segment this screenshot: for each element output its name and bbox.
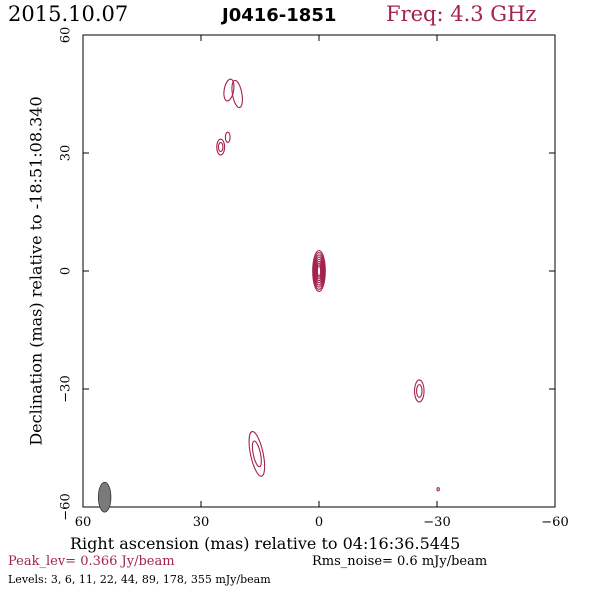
frequency-label: Freq: 4.3 GHz bbox=[386, 2, 537, 26]
contour-north-blob-c bbox=[216, 138, 226, 156]
x-axis-label: Right ascension (mas) relative to 04:16:… bbox=[70, 534, 461, 553]
x-tick-label: 60 bbox=[75, 515, 92, 530]
contour-north-blob-b bbox=[223, 78, 235, 102]
y-tick-label: −60 bbox=[59, 493, 74, 520]
contour-level bbox=[436, 487, 440, 492]
contour-north-blob-d bbox=[224, 131, 231, 143]
rms-noise: Rms_noise= 0.6 mJy/beam bbox=[312, 554, 488, 569]
observation-date: 2015.10.07 bbox=[8, 2, 129, 26]
contour-level bbox=[316, 265, 322, 277]
contour-level bbox=[313, 254, 325, 288]
contour-level bbox=[416, 384, 423, 398]
contour-level bbox=[251, 440, 262, 468]
contour-core bbox=[312, 249, 326, 293]
contour-level bbox=[223, 78, 235, 102]
y-tick-label: 30 bbox=[59, 145, 74, 162]
plot-ticks: 60 30 0 −30 −60 −60 −30 0 30 60 bbox=[59, 27, 569, 530]
y-axis-label: Declination (mas) relative to -18:51:08.… bbox=[26, 96, 46, 446]
y-tick-label: 60 bbox=[59, 27, 74, 44]
x-tick-label: −30 bbox=[423, 515, 450, 530]
x-tick-label: 0 bbox=[315, 515, 323, 530]
beam-ellipse bbox=[97, 481, 112, 513]
contour-level bbox=[224, 131, 231, 143]
y-tick-label: −30 bbox=[59, 375, 74, 402]
contour-noise-spot bbox=[436, 487, 440, 492]
contour-levels: Levels: 3, 6, 11, 22, 44, 89, 178, 355 m… bbox=[8, 573, 271, 586]
contour-level bbox=[316, 263, 322, 279]
peak-level: Peak_lev= 0.366 Jy/beam bbox=[8, 554, 175, 569]
plot-axes bbox=[82, 34, 556, 508]
contour-level bbox=[248, 430, 266, 477]
contour-level bbox=[315, 260, 323, 282]
contour-south-jet bbox=[248, 430, 266, 477]
contour-southwest-blob bbox=[414, 379, 425, 403]
plot-frame bbox=[82, 34, 556, 508]
contour-level bbox=[314, 256, 324, 286]
contour-level bbox=[414, 379, 425, 403]
x-tick-label: −60 bbox=[541, 515, 568, 530]
x-tick-label: 30 bbox=[193, 515, 210, 530]
contour-layer bbox=[97, 78, 440, 513]
source-name: J0416-1851 bbox=[222, 5, 337, 26]
contour-level bbox=[217, 142, 224, 153]
contour-level bbox=[314, 258, 324, 284]
contour-level bbox=[312, 249, 326, 293]
contour-level bbox=[216, 138, 226, 156]
contour-level bbox=[312, 252, 326, 290]
y-tick-label: 0 bbox=[59, 267, 74, 275]
